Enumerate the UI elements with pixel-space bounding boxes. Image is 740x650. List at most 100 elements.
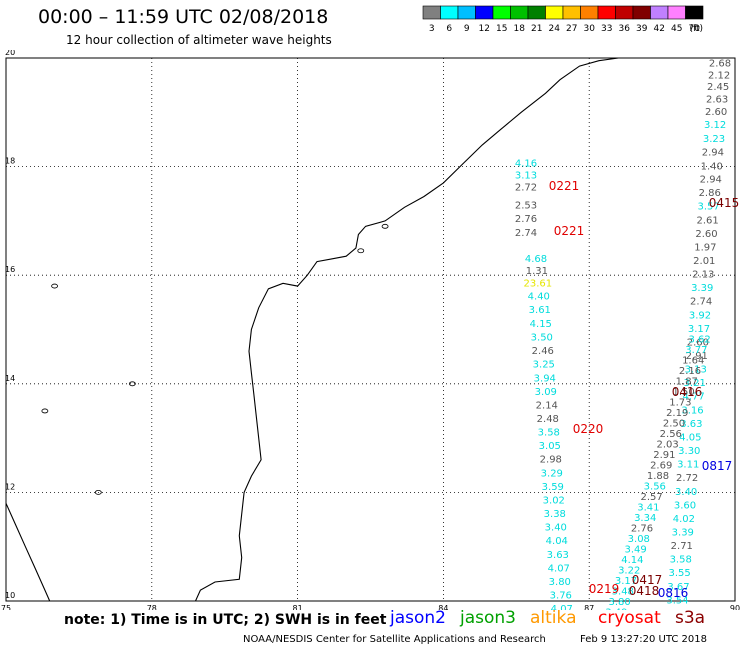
legend-swatch bbox=[422, 5, 441, 20]
wave-height-value: 4.04 bbox=[546, 536, 568, 547]
legend-tick-label: 9 bbox=[464, 24, 470, 33]
wave-height-value: 3.08 bbox=[628, 534, 650, 545]
wave-height-value: 2.57 bbox=[640, 492, 662, 503]
legend-swatch bbox=[650, 5, 669, 20]
wave-height-value: 3.23 bbox=[703, 134, 725, 145]
pass-time-label: 0416 bbox=[672, 385, 703, 399]
wave-height-value: 3.63 bbox=[680, 419, 702, 430]
wave-height-value: 2.91 bbox=[653, 450, 675, 461]
inland-water-feature bbox=[41, 408, 49, 414]
legend-swatch bbox=[685, 5, 704, 20]
pass-time-label: 0221 bbox=[549, 179, 580, 193]
wave-height-value: 2.74 bbox=[515, 228, 537, 239]
wave-height-value: 4.02 bbox=[673, 514, 695, 525]
wave-height-value: 3.58 bbox=[670, 555, 692, 566]
page-subtitle: 12 hour collection of altimeter wave hei… bbox=[66, 33, 332, 47]
satellite-altika: altika bbox=[530, 608, 577, 628]
legend-tick-label: 30 bbox=[584, 24, 596, 33]
color-legend: 3 6 9 12 15 18 21 24 27 30 33 36 39 42 45 70(ft) bbox=[422, 5, 704, 33]
wave-height-value: 2.46 bbox=[532, 346, 554, 357]
wave-height-value: 2.16 bbox=[679, 366, 701, 377]
wave-height-value: 3.63 bbox=[547, 550, 569, 561]
pass-time-label: 0415 bbox=[709, 196, 740, 210]
wave-height-value: 3.38 bbox=[544, 509, 566, 520]
legend-swatch bbox=[597, 5, 616, 20]
legend-tick-label: 33 bbox=[601, 24, 612, 33]
wave-height-value: 3.56 bbox=[644, 482, 666, 493]
wave-height-value: 2.86 bbox=[699, 188, 721, 199]
wave-height-value: 3.49 bbox=[624, 545, 646, 556]
legend-tick-label: 21 bbox=[531, 24, 542, 33]
wave-height-value: 2.01 bbox=[693, 256, 715, 267]
satellite-jason3: jason3 bbox=[460, 608, 516, 628]
legend-tick-label: 39 bbox=[636, 24, 648, 33]
wave-height-value: 3.59 bbox=[542, 482, 564, 493]
wave-height-value: 4.15 bbox=[530, 319, 552, 330]
wave-height-value: 2.19 bbox=[666, 408, 688, 419]
legend-tick-label: 6 bbox=[446, 24, 452, 33]
legend-swatch bbox=[562, 5, 581, 20]
wave-height-value: 3.92 bbox=[689, 310, 711, 321]
wave-height-value: 2.60 bbox=[687, 337, 709, 348]
longitude-tick-label: 84 bbox=[438, 604, 448, 610]
wave-height-value: 3.77 bbox=[685, 345, 707, 356]
wave-height-value: 3.80 bbox=[549, 577, 571, 588]
wave-height-map[interactable]: 75 78 81 84 87 901012141618204.163.132.722.53… bbox=[0, 50, 740, 610]
wave-height-value: 3.29 bbox=[541, 468, 563, 479]
wave-height-value: 2.71 bbox=[671, 541, 693, 552]
wave-height-value: 3.30 bbox=[678, 446, 700, 457]
wave-height-value: 2.98 bbox=[540, 455, 562, 466]
latitude-tick-label: 12 bbox=[5, 482, 15, 491]
longitude-tick-label: 90 bbox=[730, 604, 740, 610]
wave-height-value: 3.13 bbox=[685, 365, 707, 376]
wave-height-value: 3.62 bbox=[688, 335, 710, 346]
wave-height-value: 3.55 bbox=[668, 568, 690, 579]
inland-water-feature bbox=[128, 381, 136, 387]
legend-tick-label: 15 bbox=[496, 24, 507, 33]
wave-height-value: 2.56 bbox=[660, 429, 682, 440]
map-frame bbox=[5, 57, 736, 602]
legend-tick-label: 36 bbox=[619, 24, 631, 33]
wave-height-value: 3.21 bbox=[684, 378, 706, 389]
wave-height-value: 3.09 bbox=[535, 387, 557, 398]
legend-tick-label: 27 bbox=[566, 24, 577, 33]
wave-height-value: 2.60 bbox=[705, 107, 727, 118]
wave-height-value: 3.49 bbox=[605, 608, 627, 611]
wave-height-value: 2.63 bbox=[706, 95, 728, 106]
pass-time-label: 0418 bbox=[629, 584, 660, 598]
wave-height-value: 3.94 bbox=[534, 373, 556, 384]
wave-height-value: 3.54 bbox=[666, 595, 688, 606]
pass-time-label: 0417 bbox=[632, 573, 663, 587]
inland-water-feature bbox=[94, 489, 102, 495]
footer-note: note: 1) Time is in UTC; 2) SWH is in fe… bbox=[64, 612, 387, 628]
wave-height-value: 2.76 bbox=[515, 214, 537, 225]
wave-height-value: 3.02 bbox=[543, 496, 565, 507]
legend-swatch bbox=[440, 5, 459, 20]
legend-tick-label: 45 bbox=[671, 24, 682, 33]
wave-height-value: 4.07 bbox=[551, 604, 573, 610]
wave-height-value: 1.40 bbox=[701, 162, 723, 173]
wave-height-value: 3.25 bbox=[533, 360, 555, 371]
wave-height-value: 3.58 bbox=[538, 428, 560, 439]
wave-height-value: 3.48 bbox=[612, 587, 634, 598]
wave-height-value: 2.68 bbox=[709, 58, 731, 69]
wave-height-value: 3.40 bbox=[675, 487, 697, 498]
satellite-s3a: s3a bbox=[675, 608, 706, 628]
east-coastline bbox=[194, 57, 619, 602]
wave-height-value: 3.41 bbox=[637, 503, 659, 514]
legend-swatch bbox=[527, 5, 546, 20]
wave-height-value: 3.40 bbox=[545, 523, 567, 534]
pass-time-label: 0220 bbox=[573, 422, 604, 436]
wave-height-value: 3.61 bbox=[529, 305, 551, 316]
wave-height-value: 2.74 bbox=[690, 297, 712, 308]
wave-height-value: 4.77 bbox=[682, 392, 704, 403]
wave-height-value: 1.87 bbox=[676, 377, 698, 388]
wave-height-value: 2.50 bbox=[663, 419, 685, 430]
legend-tick-label: 18 bbox=[514, 24, 526, 33]
wave-height-value: 3.76 bbox=[550, 591, 572, 602]
wave-height-value: 3.39 bbox=[691, 283, 713, 294]
legend-swatch bbox=[510, 5, 529, 20]
latitude-tick-label: 10 bbox=[5, 591, 15, 600]
wave-height-value: 1.97 bbox=[694, 242, 716, 253]
wave-height-value: 4.07 bbox=[548, 563, 570, 574]
